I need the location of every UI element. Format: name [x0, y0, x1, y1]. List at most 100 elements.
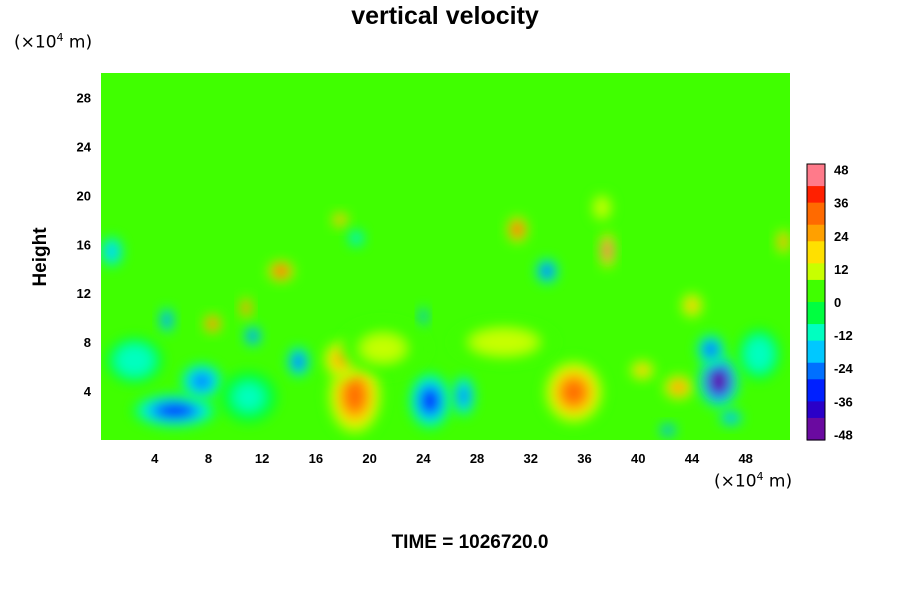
velocity-feature	[418, 305, 428, 328]
velocity-feature	[203, 314, 222, 334]
x-tick-label: 44	[685, 451, 700, 466]
x-tick-label: 24	[416, 451, 431, 466]
colorbar-segment	[807, 390, 825, 397]
colorbar-segment	[807, 434, 825, 441]
velocity-feature	[698, 354, 740, 408]
time-label: TIME =	[391, 532, 459, 553]
y-tick-label: 8	[84, 335, 91, 350]
x-tick-label: 8	[205, 451, 212, 466]
colorbar-segment	[807, 395, 825, 402]
contour-level	[344, 380, 366, 412]
contour-level	[672, 382, 685, 393]
contour-level	[249, 332, 256, 340]
colorbar-segment	[807, 208, 825, 215]
time-value: 1026720.0	[458, 532, 549, 553]
colorbar-segment	[807, 428, 825, 436]
contour-level	[352, 234, 360, 242]
x-axis-unit: (×104 m)	[714, 470, 792, 492]
velocity-feature	[347, 228, 365, 248]
x-unit-suffix: m)	[763, 471, 793, 492]
velocity-feature	[507, 216, 528, 243]
contour-level	[336, 216, 344, 223]
contour-level	[687, 300, 697, 311]
contour-level	[209, 320, 216, 328]
contour-level	[294, 355, 303, 368]
contour-level	[366, 338, 400, 359]
contour-level	[193, 374, 210, 389]
chart-title: vertical velocity	[351, 2, 539, 30]
contour-level	[123, 351, 146, 370]
contour-level	[243, 303, 249, 312]
colorbar-segment	[807, 340, 825, 347]
contour-level	[597, 201, 607, 214]
y-unit-exponent: 4	[56, 31, 64, 44]
contour-level	[485, 334, 523, 350]
colorbar-segment	[807, 274, 825, 281]
velocity-feature	[737, 327, 781, 381]
colorbar-segment	[807, 252, 825, 259]
contour-level	[780, 236, 786, 247]
velocity-feature	[600, 231, 615, 269]
colorbar-segment	[807, 357, 825, 364]
colorbar-tick-label: -48	[834, 427, 853, 442]
colorbar-segment	[807, 197, 825, 204]
contour-level	[604, 243, 611, 258]
y-axis-unit: (×104 m)	[14, 31, 92, 53]
colorbar-tick-label: -36	[834, 394, 853, 409]
colorbar-segment	[807, 313, 825, 320]
colorbar-tick-label: 0	[834, 295, 841, 310]
contour-level	[421, 312, 425, 321]
x-tick-label: 28	[470, 451, 484, 466]
colorbar-segment	[807, 373, 825, 380]
colorbar-segment	[807, 335, 825, 342]
time-readout: TIME = 1026720.0	[0, 532, 900, 554]
colorbar-segment	[807, 406, 825, 413]
contour-level	[637, 366, 648, 375]
colorbar-tick-label: -24	[834, 361, 854, 376]
colorbar-segment	[807, 213, 825, 220]
contour-level	[751, 344, 768, 365]
colorbar-segment	[807, 296, 825, 303]
contour-level	[664, 427, 672, 433]
y-tick-label: 16	[77, 237, 91, 252]
colorbar-segment	[807, 351, 825, 358]
velocity-feature	[452, 374, 476, 418]
colorbar-segment	[807, 180, 825, 187]
colorbar-segment	[807, 290, 825, 298]
contour-level	[542, 266, 552, 277]
colorbar-segment	[807, 241, 825, 248]
contour-level	[107, 245, 117, 258]
contour-level	[459, 388, 468, 404]
velocity-feature	[339, 321, 427, 375]
x-tick-label: 16	[309, 451, 323, 466]
colorbar-segment	[807, 362, 825, 369]
x-tick-label: 32	[524, 451, 538, 466]
x-tick-label: 36	[577, 451, 591, 466]
x-unit-exponent: 4	[756, 470, 764, 483]
contour-level	[237, 387, 260, 407]
contour-level	[421, 390, 439, 412]
velocity-feature	[131, 393, 219, 428]
colorbar-segment	[807, 368, 825, 375]
velocity-feature	[240, 297, 252, 319]
velocity-feature	[696, 333, 726, 366]
y-tick-label: 24	[77, 139, 92, 154]
colorbar-segment	[807, 324, 825, 331]
contour-level	[726, 415, 736, 421]
velocity-feature	[629, 359, 656, 381]
contour-level	[164, 315, 170, 326]
contour-level	[711, 371, 727, 392]
y-tick-label: 12	[77, 286, 91, 301]
velocity-feature	[219, 370, 278, 424]
velocity-feature	[719, 410, 743, 426]
velocity-feature	[590, 191, 614, 224]
x-unit-prefix: (×10	[714, 471, 757, 492]
velocity-feature	[535, 257, 559, 285]
y-unit-suffix: m)	[63, 32, 93, 53]
velocity-feature	[776, 228, 790, 256]
x-tick-label: 12	[255, 451, 269, 466]
velocity-feature	[244, 325, 262, 347]
colorbar-segment	[807, 318, 825, 325]
contour-level	[158, 404, 191, 418]
colorbar-segment	[807, 379, 825, 386]
